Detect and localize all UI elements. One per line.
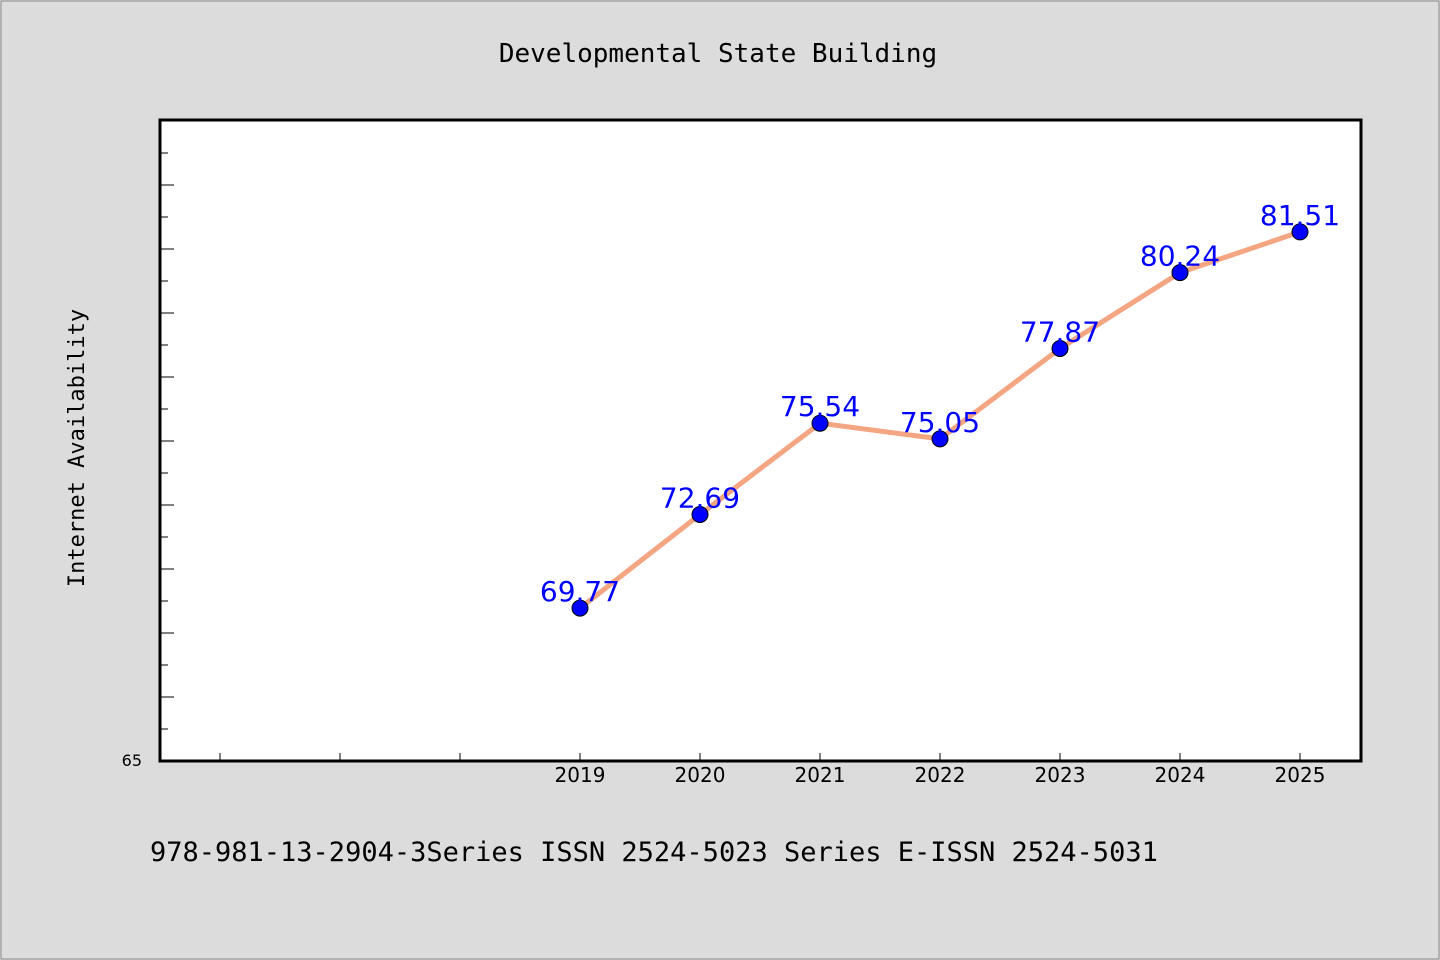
data-label-2021: 75.54: [780, 390, 860, 423]
x-tick-label-2020: 2020: [675, 763, 726, 787]
series-markers: [571, 223, 1309, 617]
data-label-2025: 81.51: [1260, 199, 1340, 232]
data-point-2024: [1171, 264, 1189, 282]
x-tick-label-2024: 2024: [1155, 763, 1206, 787]
x-tick-label-2022: 2022: [915, 763, 966, 787]
footer-text: 978-981-13-2904-3Series ISSN 2524-5023 S…: [150, 837, 1158, 868]
data-point-2022: [931, 430, 949, 448]
data-point-2021: [811, 414, 829, 432]
x-tick-label-2025: 2025: [1275, 763, 1326, 787]
x-tick-label-2023: 2023: [1035, 763, 1086, 787]
x-axis-ticks: [219, 753, 1301, 761]
data-label-2022: 75.05: [900, 406, 980, 439]
data-labels: 69.77 72.69 75.54 75.05 77.87 80.24 81.51: [540, 199, 1340, 608]
y-axis-label: Internet Availability: [65, 309, 90, 587]
data-point-2023: [1051, 340, 1069, 357]
data-label-2020: 72.69: [660, 482, 740, 515]
plot-area: [158, 118, 1363, 763]
x-tick-label-2019: 2019: [555, 763, 606, 787]
y-tick-label-65: 65: [122, 751, 142, 770]
x-tick-label-2021: 2021: [795, 763, 846, 787]
x-tick-labels: 2019 2020 2021 2022 2023 2024 2025: [555, 763, 1326, 787]
data-point-2025: [1291, 223, 1309, 241]
y-axis-ticks: [160, 152, 174, 762]
data-label-2024: 80.24: [1140, 240, 1220, 273]
data-label-2019: 69.77: [540, 575, 620, 608]
data-point-2020: [691, 506, 709, 523]
chart-title: Developmental State Building: [499, 39, 937, 69]
data-point-2019: [571, 599, 589, 617]
data-label-2023: 77.87: [1020, 316, 1100, 349]
